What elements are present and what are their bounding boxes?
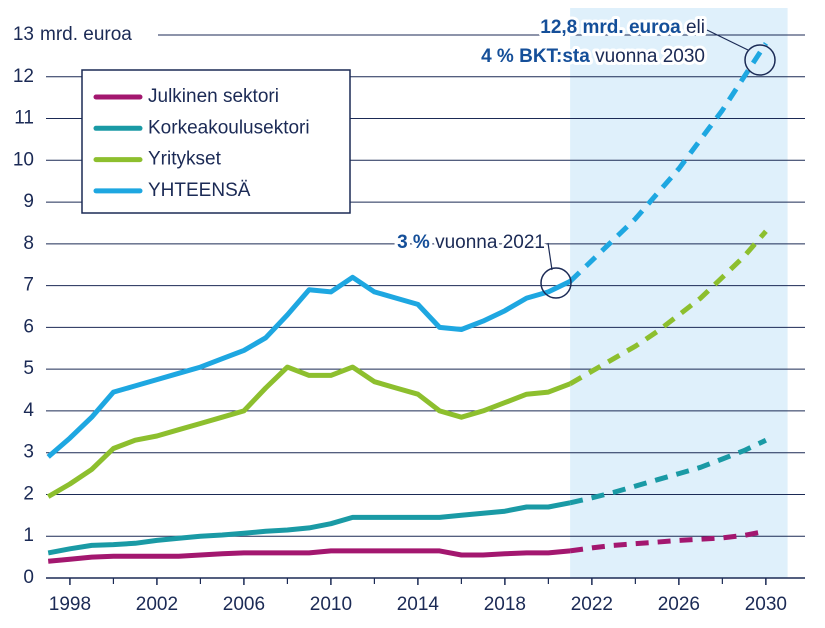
legend-label: Korkeakoulusektori xyxy=(148,117,310,138)
x-tick-label: 2018 xyxy=(484,594,526,615)
y-tick-label: 10 xyxy=(13,149,34,170)
highlight-circle xyxy=(540,267,572,299)
y-tick-label: 5 xyxy=(23,358,34,379)
legend-label: Julkinen sektori xyxy=(148,86,279,107)
annotation-part: 12,8 mrd. euroa xyxy=(540,17,681,38)
series-line-forecast xyxy=(568,42,768,284)
annotation: 12,8 mrd. euroa eli xyxy=(540,17,705,38)
series-line xyxy=(47,500,571,556)
y-tick-label: 6 xyxy=(23,316,34,337)
series-line-forecast xyxy=(568,229,768,386)
y-tick-label: 12 xyxy=(13,66,34,87)
annotation-part: eli xyxy=(681,17,705,38)
y-tick-label: 3 xyxy=(23,442,34,463)
leader-line xyxy=(706,29,749,51)
annotation: 3 % vuonna 2021 xyxy=(397,232,545,253)
annotation: 4 % BKT:sta vuonna 2030 xyxy=(481,46,705,67)
y-tick-label: 8 xyxy=(23,233,34,254)
series-line-forecast xyxy=(569,528,767,554)
y-tick-label: 13 xyxy=(13,24,34,45)
y-tick-label: 4 xyxy=(23,400,34,421)
legend-label: Yritykset xyxy=(148,149,222,170)
x-tick-label: 2006 xyxy=(223,594,265,615)
lines-layer xyxy=(46,42,768,564)
highlight-circle xyxy=(744,44,776,76)
series-line xyxy=(47,548,571,564)
series-line xyxy=(46,364,571,499)
y-axis-label: mrd. euroa xyxy=(40,24,132,45)
y-tick-label: 7 xyxy=(23,275,34,296)
annotation-part: 3 % xyxy=(397,232,430,253)
y-tick-label: 11 xyxy=(14,108,34,129)
x-tick-label: 2022 xyxy=(571,594,613,615)
x-tick-label: 2030 xyxy=(745,594,787,615)
leader-line xyxy=(547,242,553,271)
legend: Julkinen sektori Korkeakoulusektori Yrityk… xyxy=(81,69,351,214)
y-tick-label: 2 xyxy=(23,483,34,504)
annotation-part: vuonna 2021 xyxy=(430,232,545,253)
annotation-part: vuonna 2030 xyxy=(590,46,705,67)
y-tick-label: 9 xyxy=(23,191,34,212)
y-tick-label: 1 xyxy=(23,525,34,546)
series-line xyxy=(46,274,572,459)
legend-label: YHTEENSÄ xyxy=(148,180,251,201)
series-line-forecast xyxy=(569,437,767,506)
forecast-shade xyxy=(570,8,788,578)
x-tick-label: 1998 xyxy=(49,594,91,615)
y-tick-label: 0 xyxy=(23,567,34,588)
annotation-part: 4 % BKT:sta xyxy=(481,46,590,67)
x-tick-label: 2026 xyxy=(658,594,700,615)
x-tick-label: 2002 xyxy=(136,594,178,615)
annotations: 3 % vuonna 2021 12,8 mrd. euroa eli 4 % BK… xyxy=(394,14,776,299)
x-tick-label: 2010 xyxy=(310,594,352,615)
x-tick-label: 2014 xyxy=(397,594,440,615)
